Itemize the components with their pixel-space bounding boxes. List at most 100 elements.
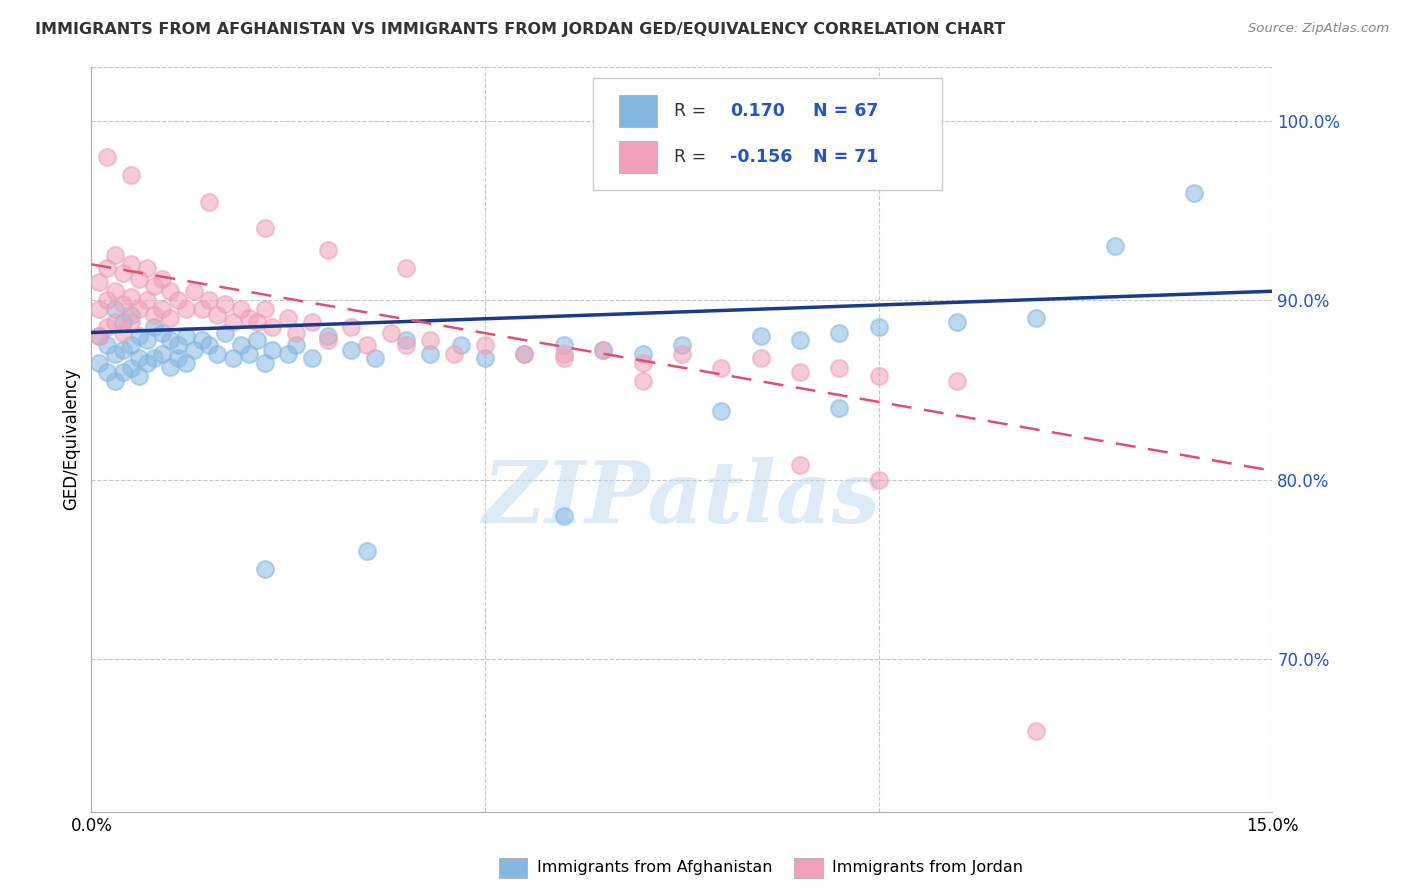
Point (592, 343, 614, 358)
Point (828, 401, 851, 415)
Point (631, 356, 654, 370)
Point (868, 320, 890, 334)
Point (128, 302, 150, 317)
Point (789, 333, 811, 347)
Point (474, 351, 496, 365)
Point (143, 308, 166, 322)
Point (1025, 723, 1047, 738)
Point (128, 351, 150, 365)
Point (1025, 311, 1047, 326)
Point (395, 338, 418, 352)
Point (214, 326, 236, 340)
Point (828, 326, 851, 340)
Point (671, 338, 693, 352)
Point (111, 326, 134, 340)
Point (159, 285, 181, 299)
Point (89, 302, 111, 317)
Point (104, 302, 127, 317)
Point (150, 326, 173, 340)
Point (89, 275, 111, 289)
Point (592, 343, 614, 358)
Point (443, 347, 465, 361)
Point (150, 302, 173, 317)
Point (104, 285, 127, 299)
Point (301, 315, 323, 329)
Point (174, 302, 197, 317)
Point (828, 361, 851, 376)
Point (419, 347, 441, 361)
Point (104, 347, 127, 361)
Point (159, 359, 181, 374)
Point (135, 260, 157, 275)
Point (104, 374, 127, 388)
Text: Immigrants from Afghanistan: Immigrants from Afghanistan (537, 860, 772, 874)
Text: 0.170: 0.170 (730, 103, 785, 120)
Point (159, 311, 181, 326)
Point (868, 473, 890, 487)
Point (89, 329, 111, 343)
Point (135, 333, 157, 347)
Point (253, 356, 276, 370)
Point (868, 368, 890, 383)
Point (128, 329, 150, 343)
Point (159, 333, 181, 347)
Point (671, 347, 693, 361)
Point (174, 329, 197, 343)
Point (222, 315, 245, 329)
Point (222, 351, 245, 365)
Point (356, 544, 378, 558)
Point (262, 343, 284, 358)
Point (198, 293, 221, 308)
Point (143, 320, 166, 334)
Point (553, 347, 575, 361)
Point (128, 368, 150, 383)
Point (316, 243, 339, 257)
Point (198, 338, 221, 352)
Point (340, 343, 363, 358)
Point (380, 326, 402, 340)
Point (253, 302, 276, 317)
Text: IMMIGRANTS FROM AFGHANISTAN VS IMMIGRANTS FROM JORDAN GED/EQUIVALENCY CORRELATIO: IMMIGRANTS FROM AFGHANISTAN VS IMMIGRANT… (35, 22, 1005, 37)
Point (513, 347, 536, 361)
Point (1182, 186, 1205, 200)
Point (120, 315, 142, 329)
Point (316, 329, 339, 343)
Text: Immigrants from Jordan: Immigrants from Jordan (832, 860, 1024, 874)
Point (277, 347, 299, 361)
Point (246, 333, 269, 347)
Point (395, 333, 418, 347)
Point (364, 351, 387, 365)
Point (340, 320, 363, 334)
FancyBboxPatch shape (619, 141, 657, 173)
Point (229, 338, 252, 352)
Point (395, 260, 418, 275)
Point (553, 338, 575, 352)
Point (96, 293, 118, 308)
Point (89, 356, 111, 370)
Point (150, 271, 173, 285)
Point (150, 347, 173, 361)
Point (104, 315, 127, 329)
Text: R =: R = (673, 148, 706, 166)
Point (513, 347, 536, 361)
Point (749, 351, 772, 365)
Point (120, 338, 142, 352)
Text: -0.156: -0.156 (730, 148, 793, 166)
Point (450, 338, 472, 352)
Point (553, 508, 575, 523)
Point (253, 562, 276, 576)
Point (143, 351, 166, 365)
Point (214, 297, 236, 311)
Point (262, 320, 284, 334)
Point (120, 168, 142, 182)
Point (167, 293, 190, 308)
Point (749, 329, 772, 343)
Point (1104, 239, 1126, 253)
Point (120, 308, 142, 322)
Text: N = 67: N = 67 (813, 103, 879, 120)
Point (207, 347, 229, 361)
Point (285, 326, 308, 340)
Point (277, 311, 299, 326)
Point (356, 338, 378, 352)
Point (128, 271, 150, 285)
